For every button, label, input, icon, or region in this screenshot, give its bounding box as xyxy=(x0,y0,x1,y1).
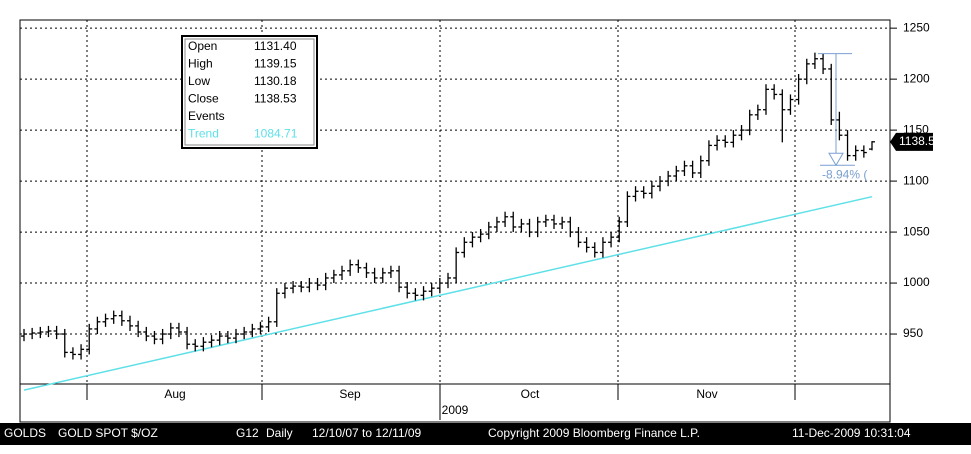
info-label: Events xyxy=(188,109,225,123)
info-value: 1084.71 xyxy=(254,127,298,141)
footer-text: 11-Dec-2009 10:31:04 xyxy=(792,426,911,440)
footer-text: G12 xyxy=(236,426,259,440)
month-ticks xyxy=(86,384,796,420)
year-label: 2009 xyxy=(442,403,469,417)
footer-text: GOLDS xyxy=(4,426,46,440)
info-label: Low xyxy=(188,74,210,88)
footer-text: 12/10/07 to 12/11/09 xyxy=(312,426,422,440)
y-tick-label: 1150 xyxy=(903,122,929,136)
y-tick-label: 1000 xyxy=(903,275,930,289)
x-axis-strip xyxy=(19,383,891,423)
measure-arrow xyxy=(828,152,844,167)
info-box-inner xyxy=(184,38,315,146)
y-tick-label: 950 xyxy=(903,326,923,340)
footer-text: Copyright 2009 Bloomberg Finance L.P. xyxy=(488,426,700,440)
plot-frame xyxy=(19,19,891,385)
info-label: Open xyxy=(188,39,217,53)
x-tick-label: Nov xyxy=(696,387,717,401)
info-value: 1130.18 xyxy=(254,74,297,88)
info-box xyxy=(181,35,318,149)
info-label: Trend xyxy=(188,127,219,141)
footer-text: GOLD SPOT $/OZ xyxy=(58,426,158,440)
x-tick-label: Oct xyxy=(521,387,540,401)
price-tag xyxy=(890,132,933,151)
info-label: High xyxy=(188,57,213,71)
info-value: 1131.40 xyxy=(254,39,297,53)
footer-text: Daily xyxy=(266,426,293,440)
x-tick-label: Sep xyxy=(339,387,361,401)
info-label: Close xyxy=(188,92,219,106)
footer-bar xyxy=(0,423,971,445)
x-tick-label: Aug xyxy=(164,387,185,401)
measure-label: -8.94% ( xyxy=(822,167,867,181)
trend-line xyxy=(23,195,873,391)
info-value: 1139.15 xyxy=(254,57,297,71)
footer: GOLDS GOLD SPOT $/OZ G12 Daily 12/10/07 to 1… xyxy=(4,426,911,440)
price-tag-label: 1138.53 xyxy=(899,134,942,148)
y-tick-label: 1250 xyxy=(903,20,930,34)
y-tick-label: 1200 xyxy=(903,71,930,85)
y-tick-label: 1050 xyxy=(903,224,930,238)
y-tick-label: 1100 xyxy=(903,173,929,187)
info-value: 1138.53 xyxy=(254,92,297,106)
